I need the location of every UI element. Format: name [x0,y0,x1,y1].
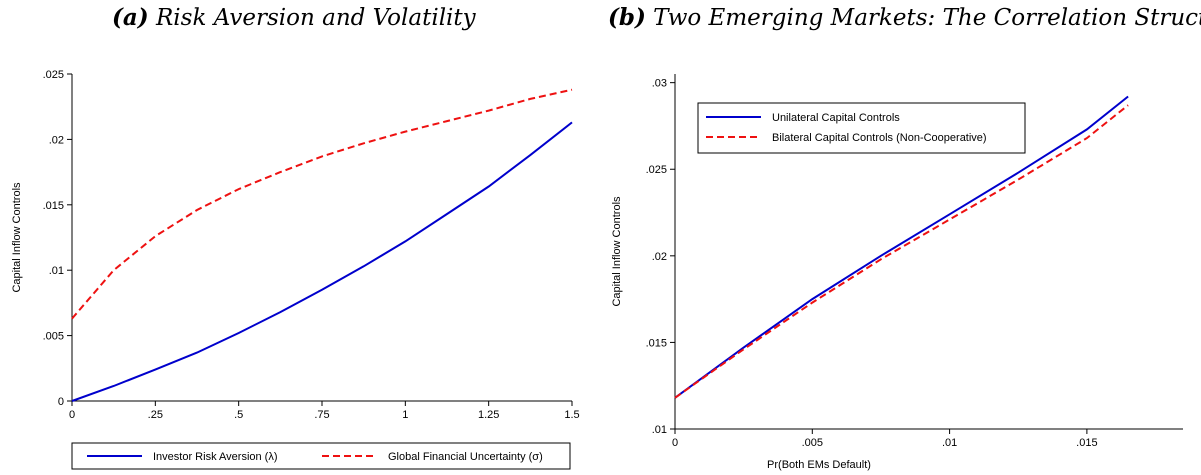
panel-b-legend [697,102,1026,154]
legend-label: Bilateral Capital Controls (Non-Cooperat… [772,132,987,144]
x-tick-label: .015 [1076,437,1097,449]
series-line-dashed-red [674,104,1129,399]
y-tick-label: .015 [43,200,64,212]
panel-b-letter: (b) [608,4,646,31]
y-tick-label: .02 [652,251,667,263]
x-tick-label: .75 [314,409,329,421]
y-tick-label: .025 [646,164,667,176]
x-tick-label: .5 [234,409,243,421]
x-tick-label: 1.5 [564,409,579,421]
panel-a-y-axis-title: Capital Inflow Controls [11,182,23,293]
x-tick-label: 1 [402,409,408,421]
panel-a-chart: 0 .005 .01 .015 .02 .025 0 .25 .5 .75 1 1.25 1.5 Capi… [11,69,580,470]
y-tick-label: 0 [58,396,64,408]
y-tick-label: .005 [43,331,64,343]
panel-a-title: (a) Risk Aversion and Volatility [112,4,476,31]
x-tick-label: .01 [942,437,957,449]
x-tick-label: 1.25 [478,409,499,421]
x-tick-label: .25 [148,409,163,421]
legend-label: Investor Risk Aversion (λ) [153,451,278,463]
panel-a-legend [71,442,571,470]
panel-b-x-axis-title: Pr(Both EMs Default) [767,459,871,471]
y-tick-label: .02 [49,134,64,146]
y-tick-label: .015 [646,337,667,349]
legend-label: Global Financial Uncertainty (σ) [388,451,543,463]
legend-label: Unilateral Capital Controls [772,112,900,124]
panel-b-title: (b) Two Emerging Markets: The Correlatio… [608,4,1201,31]
y-tick-label: .025 [43,69,64,81]
panel-b-y-axis-title: Capital Inflow Controls [611,196,623,307]
panel-b-chart: .01 .015 .02 .025 .03 0 .005 .01 .015 Capital Inf… [611,74,1183,471]
series-line-solid-blue [71,121,573,402]
x-tick-label: 0 [672,437,678,449]
y-tick-label: .03 [652,78,667,90]
x-tick-label: .005 [802,437,823,449]
y-tick-label: .01 [49,265,64,277]
series-line-dashed-red [71,88,573,320]
panel-a-title-text: Risk Aversion and Volatility [155,5,476,31]
panel-b-title-text: Two Emerging Markets: The Correlation St… [653,5,1201,31]
series-line-solid-blue [674,95,1129,399]
x-tick-label: 0 [69,409,75,421]
panel-a-letter: (a) [112,4,149,31]
y-tick-label: .01 [652,424,667,436]
